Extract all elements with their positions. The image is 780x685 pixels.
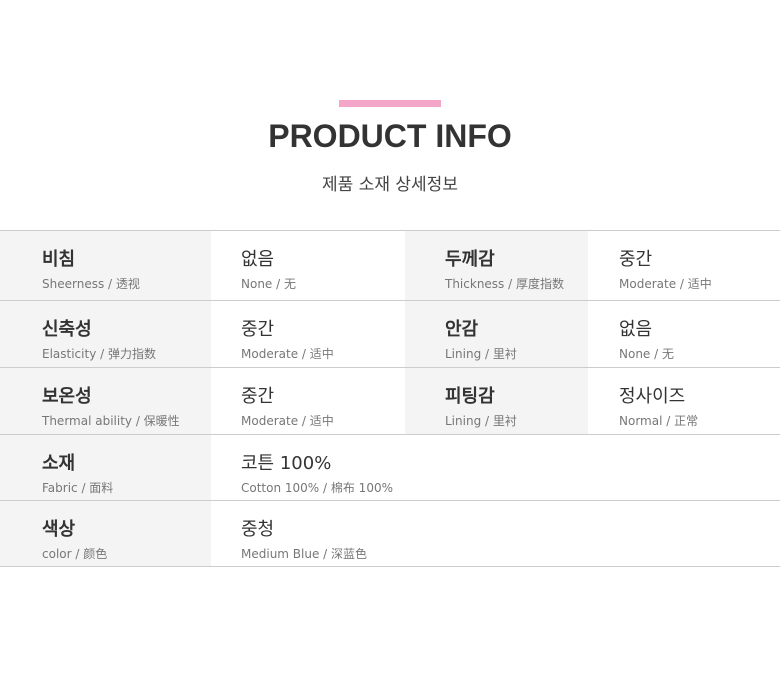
label-ko: 소재	[42, 453, 76, 474]
label-en: Elasticity / 弹力指数	[42, 347, 156, 361]
label-en: Lining / 里衬	[445, 414, 517, 428]
label-ko: 두께감	[445, 249, 495, 270]
page-title: PRODUCT INFO	[268, 118, 512, 154]
accent-bar	[339, 100, 441, 107]
value-ko: 정사이즈	[619, 386, 686, 407]
label-cell: 안감 Lining / 里衬	[405, 301, 588, 367]
table-row: 보온성 Thermal ability / 保暖性 중간 Moderate / 适中…	[0, 368, 780, 435]
value-en: Moderate / 适中	[241, 347, 334, 361]
value-cell: 없음 None / 无	[588, 301, 780, 367]
value-ko: 중간	[241, 386, 275, 407]
value-cell: 중간 Moderate / 适中	[211, 368, 405, 434]
table-row: 색상 color / 颜色 중청 Medium Blue / 深蓝色	[0, 501, 780, 567]
label-cell: 소재 Fabric / 面料	[0, 435, 211, 500]
value-ko: 없음	[619, 319, 653, 340]
value-ko: 코튼 100%	[241, 453, 332, 474]
label-en: Fabric / 面料	[42, 481, 114, 495]
label-ko: 색상	[42, 519, 76, 540]
label-cell: 피팅감 Lining / 里衬	[405, 368, 588, 434]
value-cell: 코튼 100% Cotton 100% / 棉布 100%	[211, 435, 780, 500]
label-ko: 보온성	[42, 386, 92, 407]
label-en: Sheerness / 透视	[42, 277, 140, 291]
label-ko: 신축성	[42, 319, 92, 340]
value-en: Cotton 100% / 棉布 100%	[241, 481, 393, 495]
label-ko: 안감	[445, 319, 479, 340]
value-cell: 중청 Medium Blue / 深蓝色	[211, 501, 780, 566]
value-en: None / 无	[619, 347, 674, 361]
label-cell: 두께감 Thickness / 厚度指数	[405, 231, 588, 300]
value-cell: 정사이즈 Normal / 正常	[588, 368, 780, 434]
label-ko: 비침	[42, 249, 76, 270]
product-info-table: 비침 Sheerness / 透视 없음 None / 无 두께감 Thickness…	[0, 230, 780, 567]
value-en: Normal / 正常	[619, 414, 699, 428]
table-row: 소재 Fabric / 面料 코튼 100% Cotton 100% / 棉布 10…	[0, 435, 780, 501]
label-ko: 피팅감	[445, 386, 495, 407]
label-en: Lining / 里衬	[445, 347, 517, 361]
value-en: Moderate / 适中	[241, 414, 334, 428]
value-ko: 없음	[241, 249, 275, 270]
label-cell: 색상 color / 颜色	[0, 501, 211, 566]
value-ko: 중간	[619, 249, 653, 270]
label-en: Thermal ability / 保暖性	[42, 414, 180, 428]
value-cell: 중간 Moderate / 适中	[211, 301, 405, 367]
table-row: 신축성 Elasticity / 弹力指数 중간 Moderate / 适中 안감 L…	[0, 301, 780, 368]
label-cell: 비침 Sheerness / 透视	[0, 231, 211, 300]
value-en: Medium Blue / 深蓝色	[241, 547, 368, 561]
value-cell: 없음 None / 无	[211, 231, 405, 300]
value-ko: 중청	[241, 519, 275, 540]
table-row: 비침 Sheerness / 透视 없음 None / 无 두께감 Thickness…	[0, 231, 780, 301]
value-en: Moderate / 适中	[619, 277, 712, 291]
label-cell: 보온성 Thermal ability / 保暖性	[0, 368, 211, 434]
label-en: color / 颜色	[42, 547, 108, 561]
value-en: None / 无	[241, 277, 296, 291]
value-ko: 중간	[241, 319, 275, 340]
label-cell: 신축성 Elasticity / 弹力指数	[0, 301, 211, 367]
value-cell: 중간 Moderate / 适中	[588, 231, 780, 300]
page-subtitle: 제품 소재 상세정보	[322, 175, 458, 195]
label-en: Thickness / 厚度指数	[445, 277, 564, 291]
